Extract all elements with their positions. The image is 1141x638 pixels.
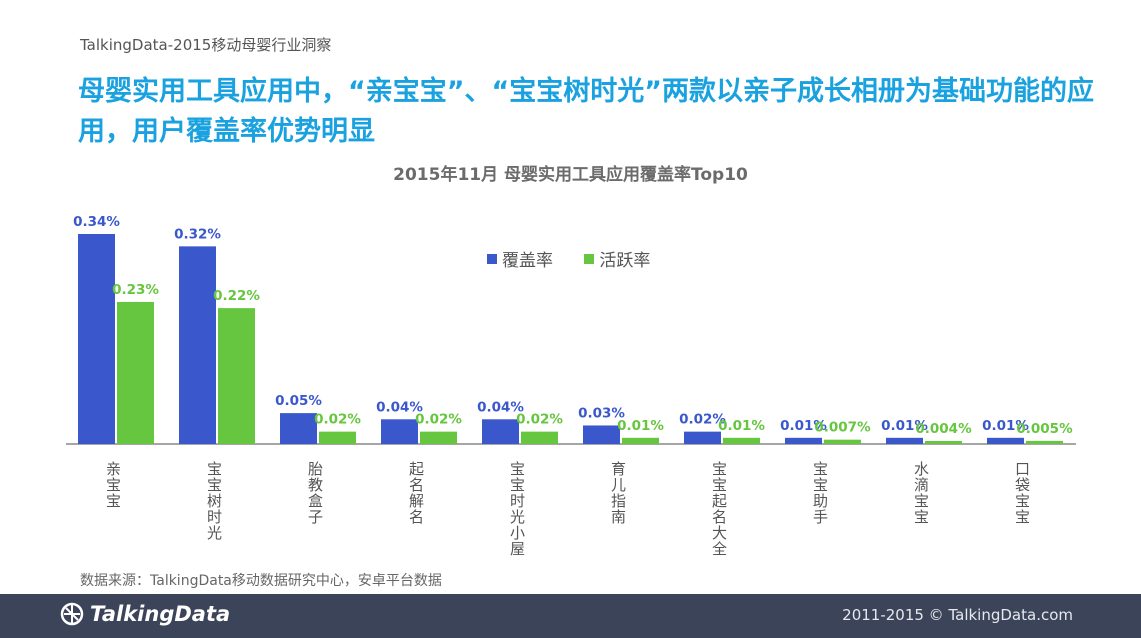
active-value-label: 0.01% [718, 418, 765, 434]
coverage-bar [684, 431, 721, 444]
category-label: 育儿指南 [611, 460, 626, 526]
coverage-bar [381, 419, 418, 444]
logo-text: TalkingData [90, 602, 231, 626]
legend-label-coverage: 覆盖率 [502, 251, 553, 271]
chart-legend: 覆盖率 活跃率 [487, 246, 676, 271]
headline: 母婴实用工具应用中，“亲宝宝”、“宝宝树时光”两款以亲子成长相册为基础功能的应用… [78, 76, 1094, 147]
coverage-value-label: 0.03% [578, 405, 625, 421]
coverage-value-label: 0.04% [376, 399, 423, 415]
active-value-label: 0.01% [617, 418, 664, 434]
bar-chart: 0.34% 0.23% 亲宝宝 0.32% 0.22% 宝宝树时光 0.05% 0.02% 胎教… [66, 214, 1076, 558]
active-value-label: 0.007% [814, 420, 871, 436]
active-bar [117, 301, 154, 444]
coverage-bar [482, 419, 519, 444]
coverage-value-label: 0.32% [174, 226, 221, 242]
chart-title: 2015年11月 母婴实用工具应用覆盖率Top10 [393, 165, 748, 185]
copyright: 2011-2015 © TalkingData.com [842, 606, 1073, 624]
active-value-label: 0.02% [314, 412, 361, 428]
legend-item-coverage: 覆盖率 [487, 246, 553, 271]
active-bar [218, 308, 255, 444]
active-bar [319, 431, 356, 444]
category-label: 胎教盒子 [308, 460, 323, 526]
category-label: 水滴宝宝 [914, 460, 929, 526]
legend-label-active: 活跃率 [599, 251, 651, 271]
coverage-value-label: 0.05% [275, 393, 322, 409]
active-value-label: 0.004% [915, 421, 972, 437]
coverage-value-label: 0.04% [477, 399, 524, 415]
coverage-value-label: 0.01% [982, 418, 1029, 434]
active-bar [925, 441, 962, 444]
category-label: 宝宝树时光 [207, 460, 222, 542]
active-bar [420, 431, 457, 444]
active-value-label: 0.23% [112, 282, 159, 298]
active-value-label: 0.22% [213, 288, 260, 304]
category-label: 宝宝起名大全 [712, 460, 727, 558]
coverage-value-label: 0.01% [780, 418, 827, 434]
report-label: TalkingData-2015移动母婴行业洞察 [80, 36, 332, 54]
footer-bar: TalkingData 2011-2015 © TalkingData.com [0, 594, 1141, 638]
active-value-label: 0.02% [415, 412, 462, 428]
legend-item-active: 活跃率 [584, 246, 650, 271]
category-label: 亲宝宝 [106, 460, 121, 510]
coverage-bar [280, 413, 317, 444]
legend-swatch-active [584, 253, 595, 264]
coverage-value-label: 0.01% [881, 418, 928, 434]
coverage-value-label: 0.34% [73, 214, 120, 230]
active-bar [622, 437, 659, 444]
category-label: 口袋宝宝 [1015, 460, 1030, 526]
category-label: 宝宝时光小屋 [510, 460, 525, 558]
active-bar [824, 439, 861, 444]
active-bar [521, 431, 558, 444]
coverage-bar [78, 234, 115, 444]
coverage-bar [785, 437, 822, 444]
active-bar [723, 437, 760, 444]
coverage-bar [583, 425, 620, 444]
category-label: 起名解名 [409, 460, 424, 526]
data-source-note: 数据来源：TalkingData移动数据研究中心，安卓平台数据 [80, 573, 442, 589]
coverage-value-label: 0.02% [679, 412, 726, 428]
coverage-bar [179, 246, 216, 444]
talkingdata-logo: TalkingData [60, 602, 230, 626]
active-value-label: 0.005% [1016, 421, 1073, 437]
active-bar [1026, 440, 1063, 444]
category-label: 宝宝助手 [813, 460, 828, 526]
legend-swatch-coverage [487, 253, 497, 264]
active-value-label: 0.02% [516, 412, 563, 428]
coverage-bar [987, 437, 1024, 444]
coverage-bar [886, 437, 923, 444]
logo-globe-icon [60, 602, 84, 626]
